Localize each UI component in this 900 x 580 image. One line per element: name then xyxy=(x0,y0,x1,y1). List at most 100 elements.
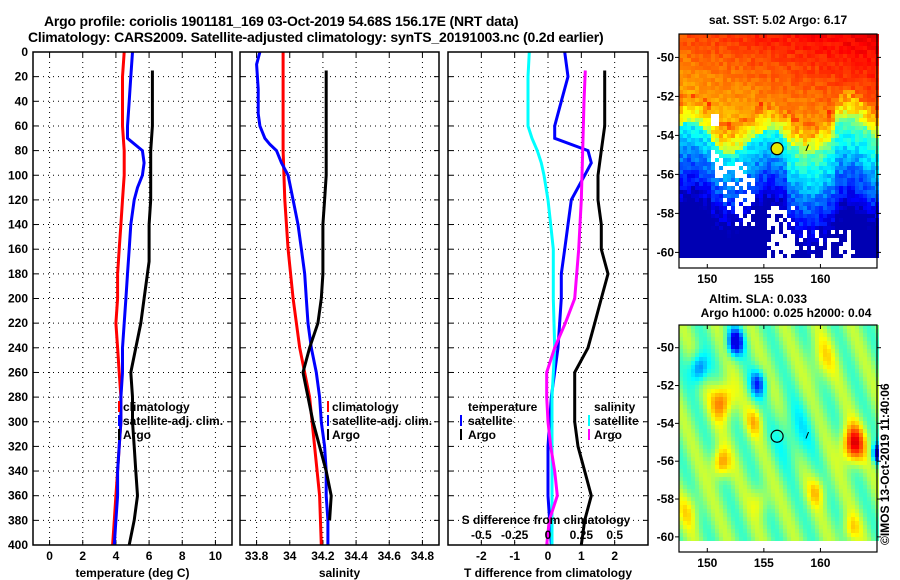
map-cell xyxy=(731,146,735,150)
map-cell xyxy=(803,401,807,405)
map-cell xyxy=(863,214,867,218)
map-cell xyxy=(811,174,815,178)
map-cell xyxy=(855,226,859,230)
map-cell xyxy=(807,74,811,78)
map-cell xyxy=(863,62,867,66)
map-cell xyxy=(787,114,791,118)
map-cell xyxy=(795,90,799,94)
map-cell xyxy=(847,333,851,337)
map-cell xyxy=(743,86,747,90)
map-cell xyxy=(823,46,827,50)
map-cell xyxy=(687,250,691,254)
map-cell xyxy=(771,134,775,138)
map-cell xyxy=(859,66,863,70)
map-cell xyxy=(763,74,767,78)
map-cell xyxy=(775,182,779,186)
map-cell xyxy=(763,198,767,202)
map-cell xyxy=(711,250,715,254)
map-cell xyxy=(699,118,703,122)
map-cell xyxy=(827,401,831,405)
map-cell xyxy=(775,70,779,74)
y-tick-label: 380 xyxy=(8,513,28,527)
map-cell xyxy=(819,34,823,38)
map-cell xyxy=(699,134,703,138)
map-cell xyxy=(779,461,783,465)
map-cell xyxy=(691,54,695,58)
map-cell xyxy=(859,194,863,198)
map-cell xyxy=(791,194,795,198)
map-cell xyxy=(843,42,847,46)
map-cell xyxy=(699,86,703,90)
map-cell xyxy=(763,445,767,449)
map-cell xyxy=(679,214,683,218)
map-cell xyxy=(727,130,731,134)
map-cell xyxy=(823,413,827,417)
map-cell xyxy=(791,465,795,469)
map-cell xyxy=(847,325,851,329)
map-cell xyxy=(683,361,687,365)
map-cell xyxy=(707,178,711,182)
map-cell xyxy=(723,413,727,417)
map-cell xyxy=(719,405,723,409)
map-cell xyxy=(679,94,683,98)
map-cell xyxy=(803,78,807,82)
map-cell xyxy=(871,469,875,473)
map-cell xyxy=(787,206,791,210)
map-cell xyxy=(831,194,835,198)
map-cell xyxy=(747,86,751,90)
map-cell xyxy=(743,66,747,70)
map-cell xyxy=(759,82,763,86)
map-cell xyxy=(699,425,703,429)
map-cell xyxy=(819,170,823,174)
map-cell xyxy=(687,74,691,78)
map-cell xyxy=(715,222,719,226)
map-cell xyxy=(795,198,799,202)
map-cell xyxy=(811,118,815,122)
map-cell xyxy=(731,42,735,46)
map-cell xyxy=(779,186,783,190)
map-cell xyxy=(791,90,795,94)
map-cell xyxy=(687,118,691,122)
map-cell xyxy=(699,242,703,246)
map-cell xyxy=(839,34,843,38)
map-cell xyxy=(779,182,783,186)
map-cell xyxy=(811,405,815,409)
map-cell xyxy=(799,110,803,114)
map-cell xyxy=(683,437,687,441)
map-cell xyxy=(755,138,759,142)
map-cell xyxy=(687,142,691,146)
map-cell xyxy=(811,110,815,114)
map-cell xyxy=(799,134,803,138)
map-cell xyxy=(763,58,767,62)
map-cell xyxy=(819,449,823,453)
map-cell xyxy=(715,365,719,369)
map-cell xyxy=(791,369,795,373)
map-cell xyxy=(751,234,755,238)
map-cell xyxy=(763,114,767,118)
map-cell xyxy=(735,114,739,118)
map-cell xyxy=(679,206,683,210)
map-cell xyxy=(751,341,755,345)
map-cell xyxy=(703,437,707,441)
map-cell xyxy=(787,78,791,82)
map-cell xyxy=(847,457,851,461)
map-cell xyxy=(695,94,699,98)
map-cell xyxy=(703,186,707,190)
map-cell xyxy=(835,90,839,94)
map-cell xyxy=(719,353,723,357)
map-cell xyxy=(811,222,815,226)
map-cell xyxy=(719,365,723,369)
map-cell xyxy=(831,481,835,485)
map-cell xyxy=(775,198,779,202)
map-cell xyxy=(827,38,831,42)
map-cell xyxy=(831,477,835,481)
map-cell xyxy=(831,469,835,473)
map-cell xyxy=(763,38,767,42)
map-cell xyxy=(787,341,791,345)
y-tick-label: 280 xyxy=(8,390,28,404)
map-cell xyxy=(859,238,863,242)
map-cell xyxy=(719,413,723,417)
map-cell xyxy=(711,473,715,477)
map-cell xyxy=(679,246,683,250)
map-cell xyxy=(699,333,703,337)
